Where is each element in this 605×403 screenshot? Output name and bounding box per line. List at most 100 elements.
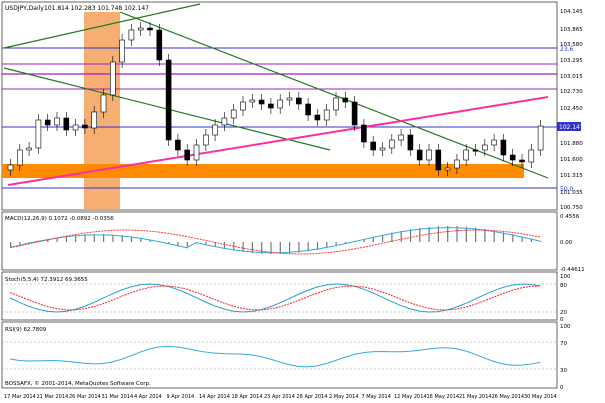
current-price-badge [557,122,581,131]
candle-body [63,117,70,131]
candle-body [500,139,507,156]
macd-bar [289,242,291,254]
rsi-axis: 30 [560,368,567,374]
candle-body [156,29,163,61]
candle-body [91,111,97,129]
macd-bar [484,228,486,242]
macd-bar [223,242,226,249]
candle-body [444,167,451,171]
macd-bar [65,236,67,242]
current-price-label: 102.147 [559,124,584,131]
macd-bar [47,239,49,242]
candlestick-series [7,22,544,176]
rsi-axis: 100 [560,324,571,330]
macd-bar [84,234,86,242]
price-axis-label: 101.600 [560,157,583,163]
orange-support-zone [2,164,524,178]
candle-body [212,124,218,136]
macd-bar [456,226,458,242]
macd-bar [372,236,374,242]
macd-bar [214,242,216,248]
price-axis-label: 103.580 [560,42,583,48]
candle-body [35,119,42,149]
macd-bar [382,234,384,242]
candle-body [193,144,200,161]
time-axis-label: 23 Apr 2014 [264,394,295,400]
stoch-axis: 20 [560,310,567,316]
candle-body [379,147,386,151]
candle-body [314,114,321,121]
macd-bar [540,241,542,242]
macd-axis-bottom: -0.44611 [560,267,585,273]
price-axis-label: 104.145 [560,9,583,15]
price-axis-label: 103.015 [560,74,583,80]
price-axis-label: 100.750 [560,205,583,211]
magenta-trendline [7,96,549,186]
rsi-panel[interactable] [1,321,558,389]
candle-body [110,61,116,96]
macd-bar [10,242,12,248]
macd-bar [140,237,142,242]
candle-body [7,164,14,171]
candle-body [119,39,125,63]
candle-body [72,124,79,131]
macd-bar [344,242,346,244]
candle-body [481,144,488,151]
macd-axis-zero: 0.00 [560,240,573,246]
candle-body [82,124,88,129]
candle-body [537,125,544,151]
candle-body [184,149,190,161]
time-axis-label: 14 Apr 2014 [199,394,230,400]
macd-bar [465,226,467,242]
stoch-axis: 100 [560,274,571,280]
candle-body [165,59,172,141]
stoch-label: Stoch(5,5,4) 72.3912 69.3655 [5,277,88,283]
green-trendline [3,3,201,49]
fib-label: 23.6 [560,46,574,53]
macd-bar [521,236,523,242]
macd-bar [363,239,365,242]
macd-bar [316,242,319,250]
candle-body [398,134,404,141]
time-axis-label: 30 May 2014 [524,394,557,400]
candle-body [137,27,144,31]
price-axis-label: 102.450 [560,106,583,112]
candle-body [295,97,302,105]
price-axis-label: 101.880 [560,141,583,147]
candle-body [370,141,377,151]
time-axis-label: 18 Apr 2014 [232,394,263,400]
candle-body [323,109,330,121]
candle-body [175,139,181,151]
rsi-label: RSI(9) 62.7809 [5,327,47,333]
macd-bar [130,236,133,242]
candle-body [426,149,432,161]
macd-bar [400,230,402,242]
macd-bar [437,226,439,242]
candle-body [333,97,339,111]
candle-body [472,149,479,152]
copyright: BOSSAFX, © 2001-2014, MetaQuotes Softwar… [5,380,151,387]
fib-label: 50.0 [560,186,574,193]
macd-bar [56,237,58,242]
candle-body [416,149,423,161]
macd-bar [502,232,505,242]
macd-bar [251,242,253,254]
candle-body [305,103,311,116]
candle-body [240,101,246,111]
macd-bar [242,242,244,252]
candle-body [342,97,349,103]
macd-bar [75,235,77,242]
candle-body [509,154,516,161]
macd-bar [409,229,412,242]
candle-body [221,117,228,126]
candle-body [249,99,256,103]
candle-body [268,103,274,109]
candle-body [454,159,460,169]
time-axis-label: 9 Apr 2014 [167,394,195,400]
time-axis-label: 26 Mar 2014 [69,394,101,400]
macd-bar [326,242,328,249]
macd-bar [103,234,105,242]
candle-body [100,94,107,113]
candle-body [26,147,32,151]
